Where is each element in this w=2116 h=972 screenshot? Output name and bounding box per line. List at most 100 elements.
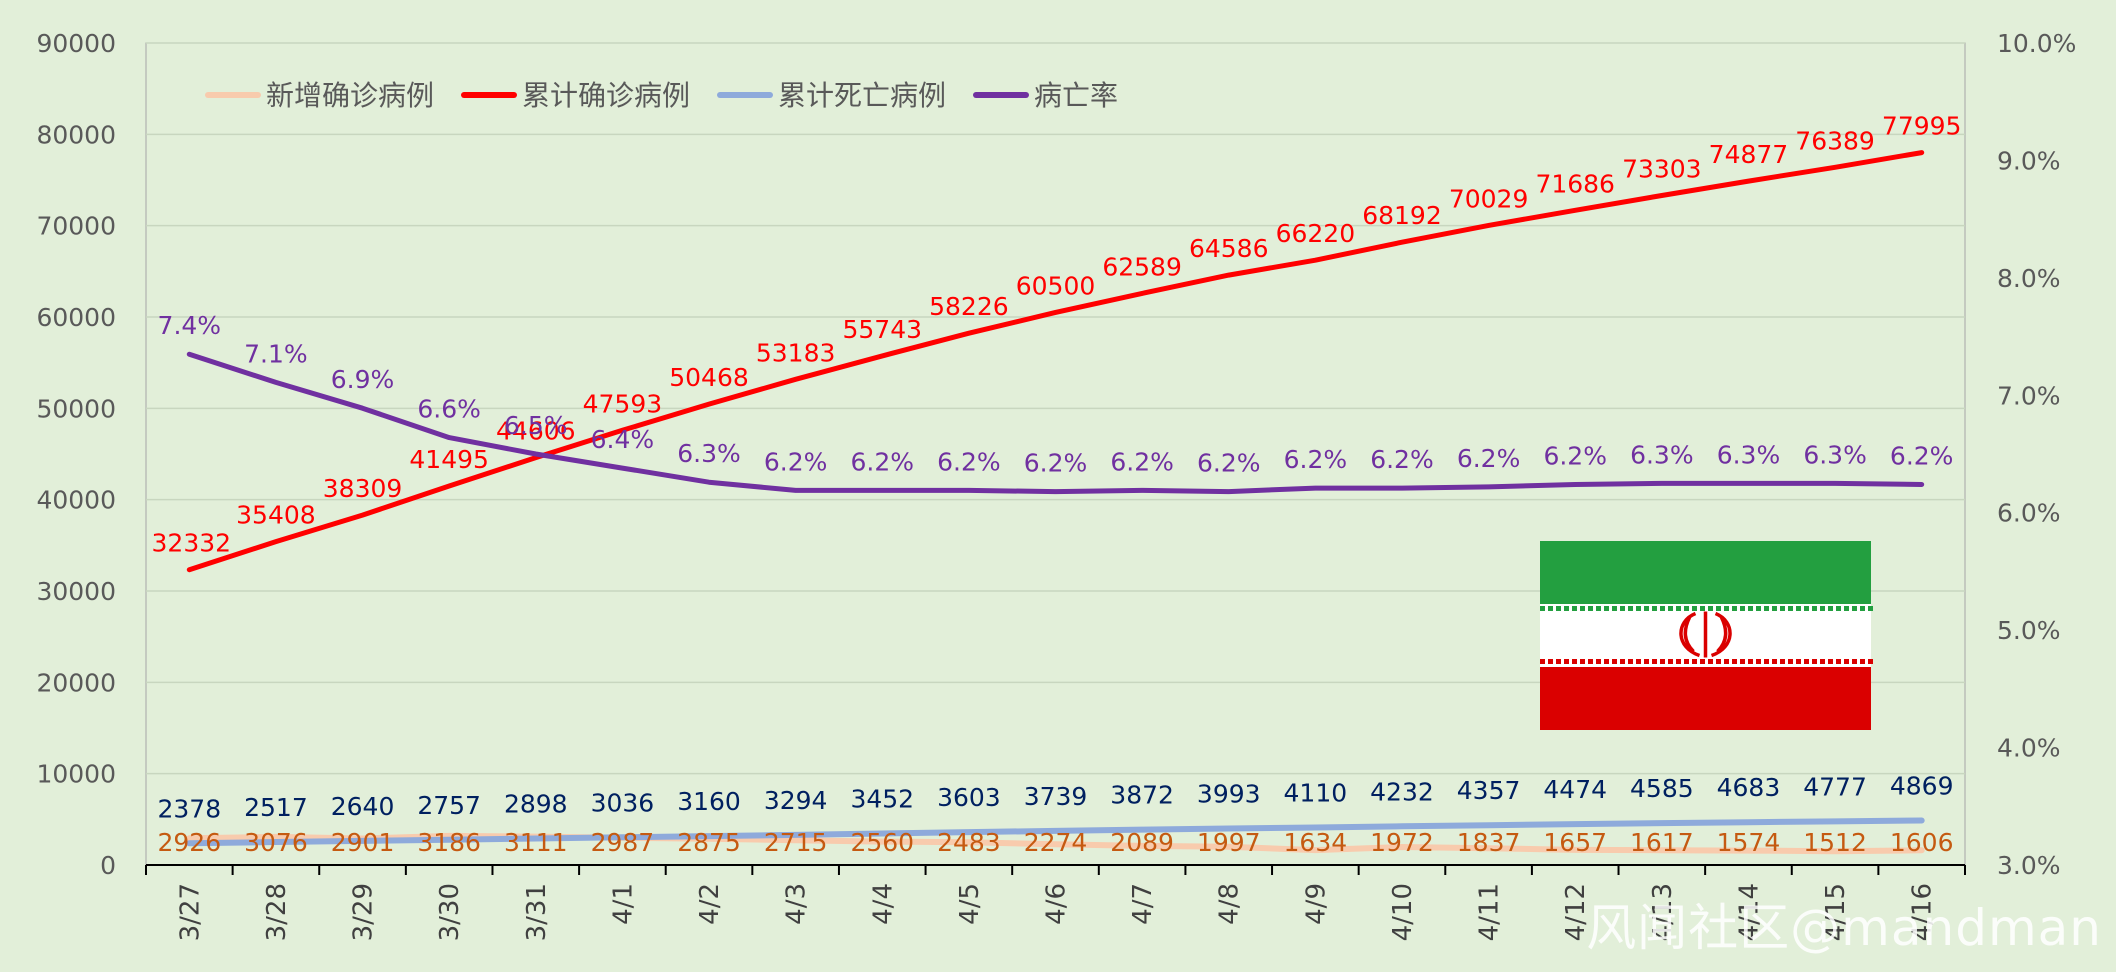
left-axis-tick-label: 30000 — [36, 577, 116, 606]
flag-border-pattern — [1860, 606, 1865, 611]
flag-border-pattern — [1844, 606, 1849, 611]
data-label-series-2: 4869 — [1890, 772, 1954, 801]
flag-red-stripe — [1540, 667, 1871, 730]
flag-border-pattern — [1540, 659, 1545, 664]
flag-border-pattern — [1836, 606, 1841, 611]
data-label-series-1: 77995 — [1882, 112, 1962, 141]
data-label-series-2: 3872 — [1110, 781, 1174, 810]
data-label-series-2: 4110 — [1284, 778, 1348, 807]
data-label-series-0: 2901 — [331, 828, 395, 857]
flag-border-pattern — [1724, 606, 1729, 611]
data-label-series-0: 1634 — [1284, 828, 1348, 857]
flag-border-pattern — [1596, 606, 1601, 611]
flag-border-pattern — [1828, 606, 1833, 611]
flag-border-pattern — [1812, 606, 1817, 611]
data-label-series-1: 62589 — [1102, 252, 1182, 281]
x-axis-tick-label: 3/29 — [349, 883, 379, 941]
flag-border-pattern — [1612, 659, 1617, 664]
flag-border-pattern — [1572, 659, 1577, 664]
data-label-series-1: 58226 — [929, 292, 1009, 321]
flag-border-pattern — [1548, 659, 1553, 664]
flag-border-pattern — [1628, 606, 1633, 611]
data-label-series-2: 2757 — [417, 791, 481, 820]
data-label-series-0: 2089 — [1110, 828, 1174, 857]
flag-border-pattern — [1716, 606, 1721, 611]
data-label-series-3: 7.4% — [158, 311, 222, 340]
flag-border-pattern — [1756, 606, 1761, 611]
flag-border-pattern — [1548, 606, 1553, 611]
data-label-series-3: 6.2% — [1197, 449, 1261, 478]
data-label-series-3: 6.3% — [677, 439, 741, 468]
flag-border-pattern — [1644, 606, 1649, 611]
flag-border-pattern — [1580, 659, 1585, 664]
data-label-series-1: 41495 — [409, 445, 489, 474]
data-label-series-1: 70029 — [1449, 184, 1529, 213]
left-axis-tick-label: 70000 — [36, 212, 116, 241]
right-axis-tick-label: 6.0% — [1997, 499, 2061, 528]
flag-border-pattern — [1620, 606, 1625, 611]
legend-entry: 新增确诊病例 — [266, 79, 434, 112]
flag-border-pattern — [1788, 659, 1793, 664]
flag-border-pattern — [1700, 606, 1705, 611]
flag-border-pattern — [1628, 659, 1633, 664]
data-label-series-1: 68192 — [1362, 201, 1442, 230]
data-label-series-2: 3294 — [764, 786, 828, 815]
right-axis-tick-label: 10.0% — [1997, 29, 2076, 58]
x-axis-tick-label: 4/2 — [695, 883, 725, 925]
data-label-series-1: 53183 — [756, 338, 836, 367]
flag-border-pattern — [1692, 606, 1697, 611]
flag-border-pattern — [1868, 606, 1873, 611]
x-axis-tick-label: 4/5 — [955, 883, 985, 925]
data-label-series-1: 32332 — [152, 529, 232, 558]
flag-border-pattern — [1700, 659, 1705, 664]
flag-border-pattern — [1708, 659, 1713, 664]
flag-border-pattern — [1564, 606, 1569, 611]
flag-border-pattern — [1860, 659, 1865, 664]
flag-border-pattern — [1836, 659, 1841, 664]
flag-border-pattern — [1788, 606, 1793, 611]
flag-border-pattern — [1780, 606, 1785, 611]
flag-border-pattern — [1668, 659, 1673, 664]
right-axis-tick-label: 3.0% — [1997, 851, 2061, 880]
left-axis-tick-label: 0 — [100, 851, 116, 880]
x-axis-tick-label: 3/30 — [435, 883, 465, 941]
flag-border-pattern — [1804, 606, 1809, 611]
flag-border-pattern — [1796, 606, 1801, 611]
right-axis-tick-label: 8.0% — [1997, 264, 2061, 293]
flag-border-pattern — [1732, 659, 1737, 664]
data-label-series-2: 3036 — [591, 788, 655, 817]
flag-border-pattern — [1636, 659, 1641, 664]
data-label-series-0: 3186 — [417, 828, 481, 857]
x-axis-tick-label: 4/6 — [1042, 883, 1072, 925]
left-axis-tick-label: 50000 — [36, 394, 116, 423]
data-label-series-0: 2926 — [157, 828, 221, 857]
data-label-series-3: 6.6% — [417, 395, 481, 424]
x-axis-tick-label: 3/28 — [262, 883, 292, 941]
data-label-series-0: 1617 — [1630, 828, 1694, 857]
flag-border-pattern — [1588, 606, 1593, 611]
flag-border-pattern — [1852, 659, 1857, 664]
data-label-series-1: 74877 — [1709, 140, 1789, 169]
left-axis-tick-label: 10000 — [36, 760, 116, 789]
x-axis-tick-label: 4/9 — [1301, 883, 1331, 925]
data-label-series-3: 6.2% — [1457, 444, 1521, 473]
data-label-series-0: 2274 — [1024, 828, 1088, 857]
data-label-series-0: 3111 — [504, 828, 568, 857]
legend-entry: 累计确诊病例 — [522, 79, 690, 112]
data-label-series-2: 4474 — [1543, 775, 1607, 804]
data-label-series-0: 1512 — [1803, 828, 1867, 857]
data-label-series-0: 2715 — [764, 828, 828, 857]
data-label-series-3: 6.2% — [1890, 442, 1954, 471]
data-label-series-3: 6.2% — [851, 447, 915, 476]
flag-border-pattern — [1684, 659, 1689, 664]
data-label-series-0: 2987 — [591, 828, 655, 857]
x-axis-tick-label: 4/3 — [782, 883, 812, 925]
flag-border-pattern — [1740, 606, 1745, 611]
x-axis-tick-label: 4/1 — [608, 883, 638, 925]
data-label-series-2: 4683 — [1717, 773, 1781, 802]
flag-border-pattern — [1748, 606, 1753, 611]
data-label-series-3: 6.2% — [937, 447, 1001, 476]
flag-border-pattern — [1716, 659, 1721, 664]
flag-border-pattern — [1636, 606, 1641, 611]
